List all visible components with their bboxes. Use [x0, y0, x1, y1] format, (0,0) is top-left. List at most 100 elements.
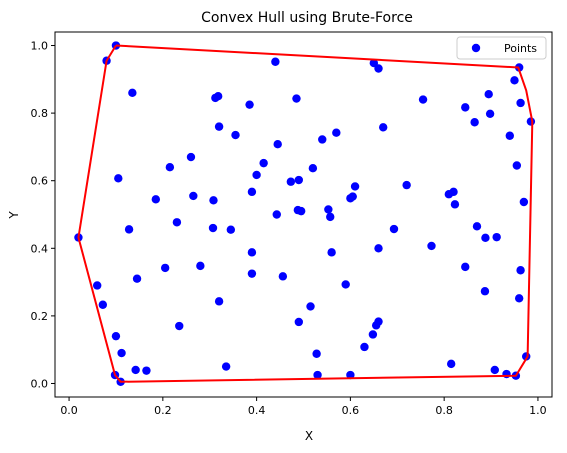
data-point [379, 123, 388, 132]
data-point [172, 218, 182, 227]
data-point [418, 95, 428, 104]
y-tick-label: 0.6 [31, 175, 49, 188]
data-point [209, 196, 218, 205]
data-point [117, 348, 126, 358]
data-point [402, 180, 411, 190]
data-point [186, 152, 196, 162]
data-point [360, 342, 369, 352]
data-point [332, 128, 341, 137]
data-point [510, 76, 519, 85]
data-point [131, 365, 140, 375]
data-point [252, 170, 261, 180]
data-point [350, 182, 360, 191]
data-point [505, 131, 514, 140]
y-tick-label: 0.4 [31, 242, 49, 255]
data-point [259, 158, 268, 168]
data-point [175, 321, 184, 331]
x-tick-label: 0.0 [60, 404, 78, 417]
data-point [502, 369, 511, 379]
legend-marker [471, 43, 481, 53]
x-axis-label: X [305, 429, 313, 443]
data-point [273, 140, 282, 149]
data-point [516, 98, 525, 108]
legend: Points [456, 36, 547, 60]
plot-area: 0.0 0.2 0.4 0.6 0.8 1.0 0.0 0.2 0.4 0.6 0.8 1.0 Poin… [31, 31, 553, 417]
data-point [516, 266, 525, 275]
y-axis-label: Y [7, 211, 21, 220]
data-point [128, 88, 137, 98]
data-point [245, 100, 254, 109]
data-point [160, 263, 170, 273]
data-point [346, 370, 355, 380]
data-point [450, 200, 460, 209]
data-point [348, 192, 357, 201]
x-tick-label: 0.6 [342, 404, 360, 417]
data-point [278, 272, 288, 281]
data-point [221, 362, 231, 371]
data-point [481, 233, 490, 243]
data-point [213, 92, 223, 101]
data-point [326, 212, 335, 222]
data-point [151, 195, 161, 204]
data-point [142, 366, 151, 375]
data-point [296, 206, 306, 216]
data-point [318, 135, 327, 144]
data-point [312, 349, 321, 358]
data-point [327, 248, 336, 257]
data-point [124, 225, 134, 234]
data-point [484, 89, 493, 99]
data-point [165, 162, 175, 172]
data-point [132, 274, 142, 283]
data-point [492, 232, 501, 242]
data-point [196, 261, 205, 271]
data-point [324, 205, 333, 214]
data-point [485, 109, 495, 118]
data-point [111, 331, 121, 341]
data-point [98, 300, 108, 309]
data-point [231, 130, 240, 140]
data-point [461, 262, 470, 272]
data-point [214, 122, 224, 131]
x-tick-label: 0.8 [435, 404, 453, 417]
data-point [374, 64, 383, 73]
data-point [470, 118, 479, 127]
data-point [271, 57, 280, 66]
data-point [226, 225, 236, 234]
data-point [461, 103, 470, 112]
y-tick-label: 0.8 [31, 107, 49, 120]
data-point [189, 191, 198, 201]
y-tick-label: 0.0 [31, 377, 49, 390]
y-tick-label: 1.0 [31, 40, 49, 53]
data-point [286, 177, 296, 186]
data-point [389, 224, 399, 234]
data-point [490, 365, 499, 375]
data-point [208, 223, 218, 233]
data-point [247, 187, 257, 197]
y-tick-label: 0.2 [31, 310, 49, 323]
data-point [341, 280, 350, 289]
data-point [292, 94, 301, 103]
data-point [114, 174, 123, 183]
legend-box [456, 36, 547, 60]
data-point [93, 281, 102, 290]
data-point [472, 222, 482, 231]
data-point [294, 317, 304, 327]
chart-title: Convex Hull using Brute-Force [201, 10, 413, 26]
legend-label: Points [504, 42, 537, 55]
data-point [369, 58, 379, 68]
data-point [313, 370, 322, 380]
data-point [214, 297, 224, 306]
data-point [512, 161, 522, 170]
data-point [306, 302, 315, 311]
x-tick-label: 0.2 [154, 404, 172, 417]
x-tick-label: 0.4 [248, 404, 266, 417]
data-point [480, 287, 490, 296]
data-point [449, 187, 458, 197]
data-point [371, 321, 381, 330]
axes-frame [54, 31, 553, 398]
data-point [514, 294, 524, 303]
data-point [294, 175, 304, 185]
data-point [272, 210, 281, 219]
